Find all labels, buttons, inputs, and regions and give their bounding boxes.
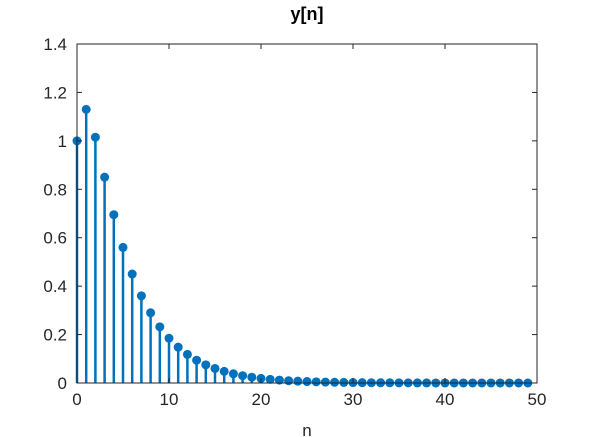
stem-marker [109, 210, 119, 220]
plot-area [72, 104, 533, 388]
y-tick-label: 0.4 [43, 277, 67, 296]
x-axis-label: n [302, 421, 311, 437]
y-tick-label: 1.4 [43, 35, 67, 54]
stem-marker [81, 104, 91, 114]
stem-marker [320, 377, 330, 387]
stem-marker [228, 369, 238, 379]
stem-marker [293, 376, 303, 386]
x-tick-label: 50 [528, 390, 547, 409]
stem-marker [192, 355, 202, 365]
x-tick-label: 20 [252, 390, 271, 409]
stem-marker [238, 371, 248, 381]
y-tick-label: 0.8 [43, 180, 67, 199]
stem-marker [146, 308, 156, 318]
stem-marker [201, 360, 211, 370]
stem-marker [302, 377, 312, 387]
stem-marker [219, 366, 229, 376]
chart-title: y[n] [291, 4, 324, 24]
x-tick-label: 10 [160, 390, 179, 409]
stem-marker [100, 172, 110, 182]
stem-marker [118, 242, 128, 252]
x-tick-label: 30 [344, 390, 363, 409]
y-tick-label: 1 [58, 132, 67, 151]
stem-marker [284, 376, 294, 386]
stem-marker [155, 322, 165, 332]
stem-marker [136, 291, 146, 301]
stem-marker [90, 132, 100, 142]
y-tick-label: 0.6 [43, 229, 67, 248]
y-tick-label: 1.2 [43, 83, 67, 102]
stem-marker [127, 269, 137, 279]
stem-marker [210, 363, 220, 373]
stem-marker [164, 333, 174, 343]
y-tick-label: 0 [58, 374, 67, 393]
stem-marker [274, 375, 284, 385]
stem-marker [265, 374, 275, 384]
stem-marker [330, 377, 340, 387]
stem-marker [311, 377, 321, 387]
stem-marker [339, 377, 349, 387]
axis-ticks: 0 10 20 30 40 50 0 0.2 0.4 0.6 0.8 1 1.2 1.4 [43, 35, 546, 409]
stem-marker [182, 349, 192, 359]
x-tick-label: 40 [436, 390, 455, 409]
y-tick-label: 0.2 [43, 326, 67, 345]
x-tick-label: 0 [72, 390, 81, 409]
stem-marker [173, 342, 183, 352]
axes-box [76, 43, 538, 384]
stem-marker [247, 372, 257, 382]
